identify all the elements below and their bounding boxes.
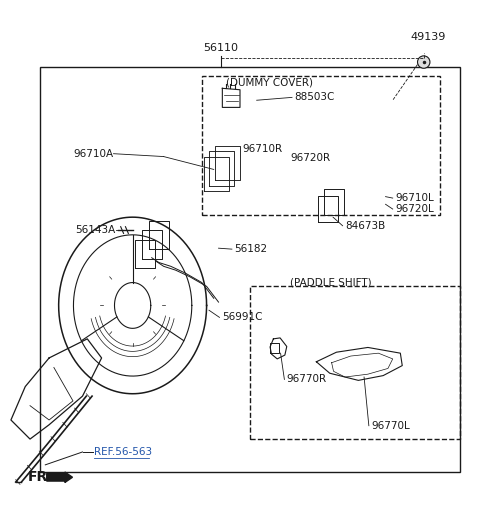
Text: (PADDLE SHIFT): (PADDLE SHIFT) [290, 278, 372, 288]
Text: 96710R: 96710R [242, 144, 283, 154]
Text: 96720L: 96720L [395, 204, 434, 214]
Text: 56182: 56182 [234, 244, 267, 254]
Circle shape [418, 56, 430, 68]
Text: 96710A: 96710A [73, 149, 113, 159]
Text: FR.: FR. [28, 470, 53, 484]
FancyArrow shape [47, 472, 72, 482]
Text: 56143A: 56143A [75, 225, 116, 235]
Text: 49139: 49139 [411, 32, 446, 42]
Bar [202, 76, 441, 215]
Text: 56991C: 56991C [222, 312, 263, 322]
Bar [39, 67, 459, 472]
Text: 84673B: 84673B [345, 220, 385, 231]
Text: (DUMMY COVER): (DUMMY COVER) [226, 77, 313, 87]
Text: 96770R: 96770R [287, 374, 327, 384]
Text: 96720R: 96720R [290, 153, 331, 163]
Text: 88503C: 88503C [294, 92, 335, 102]
Bar [250, 286, 459, 439]
Text: REF.56-563: REF.56-563 [95, 447, 153, 457]
Text: 96770L: 96770L [371, 421, 410, 430]
Text: 96710L: 96710L [395, 193, 434, 203]
Text: 56110: 56110 [204, 44, 239, 54]
